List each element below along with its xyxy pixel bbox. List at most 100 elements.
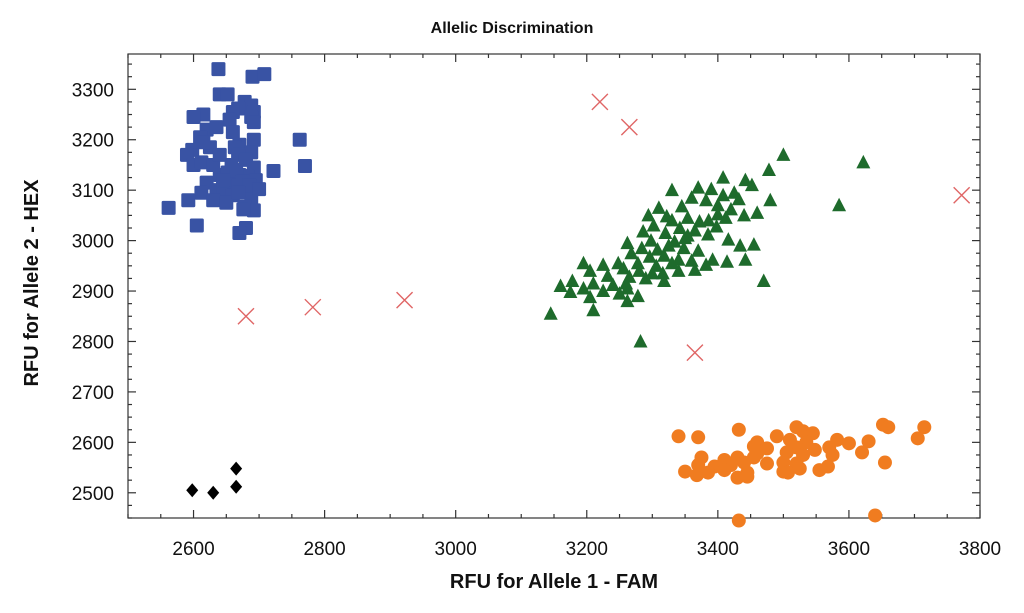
square-marker bbox=[216, 173, 231, 188]
triangle-marker bbox=[756, 273, 771, 287]
triangle-marker bbox=[674, 198, 689, 213]
triangle-marker bbox=[699, 257, 714, 271]
square-marker bbox=[206, 193, 221, 208]
triangle-marker bbox=[832, 197, 847, 212]
triangle-marker bbox=[655, 265, 670, 280]
square-marker bbox=[219, 195, 234, 210]
triangle-marker bbox=[651, 200, 666, 214]
x-marker bbox=[953, 186, 971, 204]
triangle-marker bbox=[630, 255, 645, 270]
triangle-marker bbox=[721, 232, 736, 246]
diamond-marker bbox=[230, 479, 243, 494]
triangle-marker bbox=[586, 302, 601, 317]
triangle-marker bbox=[676, 240, 691, 255]
triangle-marker bbox=[723, 201, 738, 216]
y-tick-label: 3100 bbox=[72, 181, 114, 202]
circle-marker bbox=[807, 442, 822, 457]
square-marker bbox=[232, 226, 247, 241]
triangle-marker bbox=[704, 181, 719, 196]
x-tick-label: 3400 bbox=[697, 539, 739, 560]
triangle-marker bbox=[856, 154, 871, 169]
triangle-marker bbox=[680, 210, 695, 224]
y-tick-label: 3300 bbox=[72, 80, 114, 101]
circle-marker bbox=[671, 429, 686, 444]
x-marker bbox=[237, 307, 255, 325]
y-tick-label: 3200 bbox=[72, 131, 114, 152]
triangle-marker bbox=[761, 162, 776, 176]
x-tick-label: 2600 bbox=[172, 539, 214, 560]
triangle-marker bbox=[583, 263, 598, 277]
square-marker bbox=[245, 69, 260, 84]
circle-marker bbox=[855, 445, 870, 460]
circle-marker bbox=[701, 465, 716, 480]
triangle-marker bbox=[750, 205, 765, 219]
triangle-marker bbox=[576, 281, 591, 295]
triangle-marker bbox=[576, 255, 591, 270]
square-marker bbox=[161, 200, 176, 215]
triangle-marker bbox=[691, 180, 706, 194]
triangle-marker bbox=[678, 230, 693, 245]
triangle-marker bbox=[701, 227, 716, 241]
triangle-marker bbox=[710, 197, 725, 212]
square-marker bbox=[212, 147, 227, 162]
square-marker bbox=[211, 62, 226, 77]
triangle-marker bbox=[658, 225, 673, 240]
triangle-marker bbox=[684, 190, 699, 204]
circle-marker bbox=[731, 422, 746, 437]
square-marker bbox=[194, 155, 209, 170]
triangle-marker bbox=[583, 289, 598, 304]
circle-marker bbox=[717, 463, 732, 478]
circle-marker bbox=[841, 436, 856, 451]
triangle-marker bbox=[636, 224, 651, 238]
square-marker bbox=[189, 218, 204, 233]
y-tick-label: 2700 bbox=[72, 383, 114, 404]
x-tick-label: 3200 bbox=[566, 539, 608, 560]
triangle-marker bbox=[672, 220, 687, 234]
circle-marker bbox=[877, 455, 892, 470]
data-points bbox=[161, 62, 971, 528]
triangle-marker bbox=[645, 265, 660, 280]
triangle-marker bbox=[738, 252, 753, 266]
x-marker bbox=[591, 93, 609, 111]
triangle-marker bbox=[642, 249, 657, 263]
triangle-marker bbox=[687, 223, 702, 237]
square-marker bbox=[186, 110, 201, 125]
x-marker bbox=[304, 298, 322, 316]
triangle-marker bbox=[616, 260, 631, 275]
x-tick-label: 3800 bbox=[959, 539, 1001, 560]
chart-title: Allelic Discrimination bbox=[431, 20, 594, 37]
triangle-marker bbox=[692, 213, 707, 228]
triangle-marker bbox=[710, 206, 725, 221]
triangle-marker bbox=[565, 273, 580, 287]
y-tick-label: 3000 bbox=[72, 232, 114, 253]
square-marker bbox=[246, 115, 261, 130]
x-axis-label: RFU for Allele 1 - FAM bbox=[450, 571, 658, 593]
triangle-marker bbox=[630, 288, 645, 303]
triangle-marker bbox=[691, 243, 706, 257]
triangle-marker bbox=[612, 286, 627, 300]
circle-marker bbox=[740, 469, 755, 484]
square-marker bbox=[231, 185, 246, 200]
circle-marker bbox=[917, 420, 932, 435]
square-marker bbox=[297, 158, 312, 173]
circle-marker bbox=[689, 468, 704, 483]
square-marker bbox=[209, 120, 224, 135]
diamond-marker bbox=[207, 485, 220, 500]
x-marker bbox=[686, 344, 704, 362]
triangle-marker bbox=[738, 172, 753, 187]
circle-marker bbox=[861, 434, 876, 449]
square-marker bbox=[252, 182, 267, 197]
triangle-marker bbox=[664, 255, 679, 270]
square-marker bbox=[194, 185, 209, 200]
square-marker bbox=[225, 125, 240, 140]
triangle-marker bbox=[687, 262, 702, 276]
triangle-marker bbox=[620, 235, 635, 250]
x-tick-label: 3000 bbox=[435, 539, 477, 560]
square-marker bbox=[220, 87, 235, 102]
triangle-marker bbox=[737, 207, 752, 222]
triangle-marker bbox=[709, 218, 724, 233]
circle-marker bbox=[812, 463, 827, 478]
square-marker bbox=[196, 135, 211, 150]
y-tick-label: 2900 bbox=[72, 282, 114, 303]
